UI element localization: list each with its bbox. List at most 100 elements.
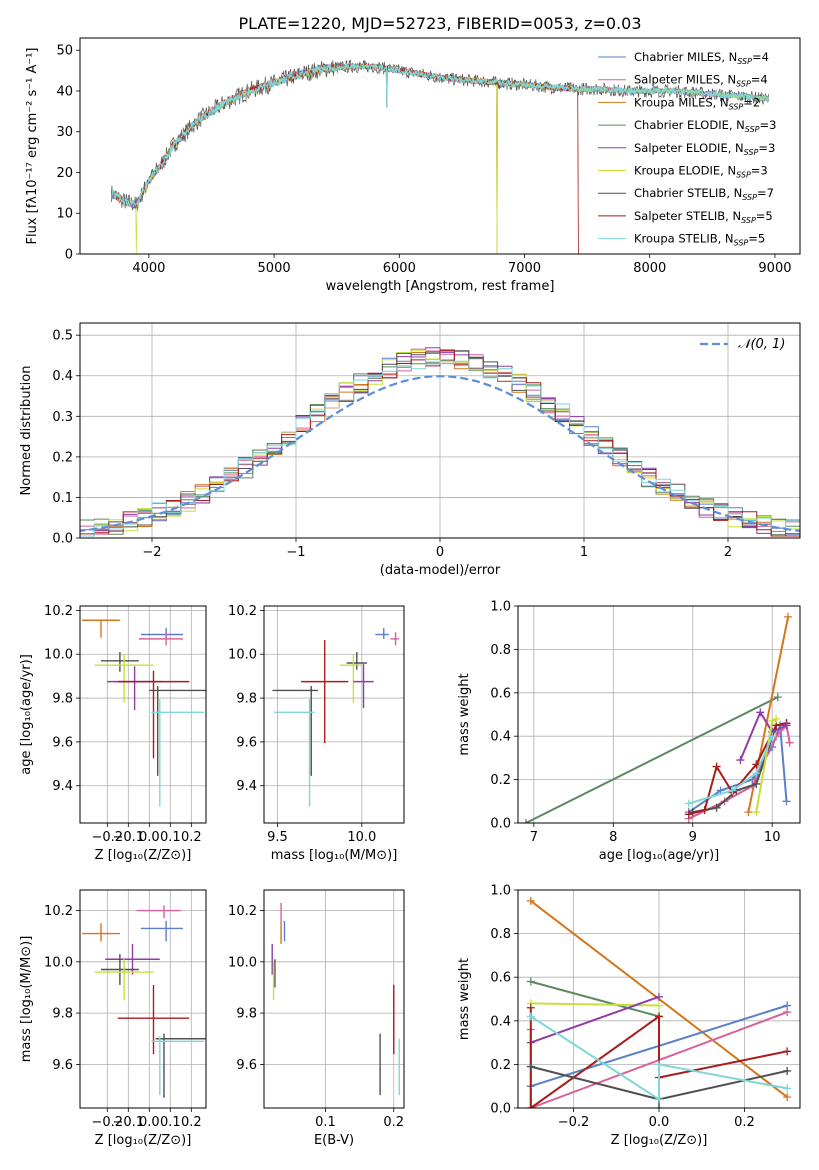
- mass-weight-vs-Z-series-marker: [783, 1066, 792, 1075]
- spectrum-ytick-label: 0: [65, 248, 73, 263]
- age-vs-mass-points-group: [272, 627, 399, 807]
- age-vs-Z-xlabel: Z [log₁₀(Z/Z⊙)]: [95, 848, 192, 863]
- mass-weight-vs-age-series-marker: [752, 779, 761, 788]
- spectrum-legend-label: Salpeter STELIB, NSSP=5: [634, 209, 773, 225]
- mass-vs-ebv-xtick-label: 0.2: [383, 1115, 404, 1130]
- mass-weight-vs-age-series-marker: [784, 612, 793, 621]
- spectrum-ylabel: Flux [fλ10⁻¹⁷ erg cm⁻² s⁻¹ A⁻¹]: [25, 48, 40, 245]
- mass-weight-vs-age-ytick-label: 0.6: [490, 686, 511, 701]
- mass-weight-vs-Z-xtick-label: 0.0: [649, 1115, 670, 1130]
- mass-vs-Z-xtick-label: −0.2: [92, 1115, 124, 1130]
- spectrum-legend-label: Kroupa ELODIE, NSSP=3: [634, 164, 768, 180]
- spectrum-xtick-label: 7000: [508, 261, 541, 276]
- mass-weight-vs-age-series-marker: [772, 714, 781, 723]
- age-vs-mass-xtick-label: 10.0: [347, 830, 376, 845]
- figure-title: PLATE=1220, MJD=52723, FIBERID=0053, z=0…: [238, 14, 641, 33]
- residuals-xtick-label: −1: [286, 545, 305, 560]
- residuals-ytick-label: 0.5: [52, 329, 73, 344]
- age-vs-mass-ytick-label: 9.4: [236, 779, 257, 794]
- spectrum-legend-label: Chabrier MILES, NSSP=4: [634, 50, 769, 66]
- age-vs-mass-ytick-label: 10.2: [228, 604, 257, 619]
- mass-weight-vs-Z-xlabel: Z [log₁₀(Z/Z⊙)]: [611, 1133, 708, 1148]
- mass-weight-vs-Z-series-marker: [526, 1104, 535, 1108]
- mass-weight-vs-age-series-marker: [773, 693, 782, 702]
- mass-weight-vs-Z-series-marker: [526, 896, 535, 905]
- age-vs-Z-frame: [79, 605, 207, 824]
- age-vs-Z-xtick-label: −0.2: [92, 830, 124, 845]
- spectrum-ytick-label: 40: [56, 84, 73, 99]
- spectrum-legend-label: Salpeter MILES, NSSP=4: [634, 73, 768, 89]
- age-vs-mass-frame: [263, 605, 405, 824]
- residuals-ytick-label: 0.4: [52, 369, 73, 384]
- mass-weight-vs-age-xlabel: age [log₁₀(age/yr)]: [599, 848, 720, 863]
- age-vs-Z-xtick-label: −0.1: [113, 830, 145, 845]
- mass-weight-vs-Z-series-marker: [783, 1084, 792, 1093]
- mass-weight-vs-age-series-marker: [782, 721, 791, 730]
- mass-weight-vs-age-series-marker: [756, 708, 765, 717]
- residuals-frame: [79, 322, 801, 539]
- residuals-histogram-step: [80, 350, 800, 537]
- spectrum-xtick-label: 6000: [383, 261, 416, 276]
- mass-weight-vs-Z-series-line: [530, 980, 660, 1108]
- residuals-legend-label: 𝒩(0, 1): [738, 337, 785, 352]
- mass-weight-vs-age-ytick-label: 0.2: [490, 773, 511, 788]
- mass-vs-Z-ytick-label: 10.2: [44, 904, 73, 919]
- mass-vs-Z-xtick-label: 0.1: [160, 1115, 181, 1130]
- residuals-xtick-label: 0: [436, 545, 444, 560]
- mass-weight-vs-age-series-marker: [744, 808, 753, 817]
- spectrum-series-group: [110, 59, 770, 254]
- mass-weight-vs-age-series-marker: [752, 769, 761, 778]
- mass-weight-vs-Z-xtick-label: −0.2: [558, 1115, 590, 1130]
- spectrum-ytick-label: 30: [56, 125, 73, 140]
- mass-vs-ebv-ytick-label: 10.0: [228, 955, 257, 970]
- residuals-xtick-label: 2: [724, 545, 732, 560]
- mass-vs-Z-ytick-label: 9.6: [52, 1058, 73, 1073]
- mass-weight-vs-Z-ytick-label: 1.0: [490, 884, 511, 899]
- spectrum-series-line: [110, 62, 579, 254]
- mass-weight-vs-Z-series-marker: [783, 1093, 792, 1102]
- mass-vs-ebv-ytick-label: 9.8: [236, 1007, 257, 1022]
- mass-weight-vs-Z-ylabel: mass weight: [457, 958, 472, 1040]
- mass-weight-vs-Z-ytick-label: 0.4: [490, 1014, 511, 1029]
- mass-weight-vs-age-series-marker: [785, 738, 794, 747]
- mass-weight-vs-age-ylabel: mass weight: [457, 673, 472, 755]
- mass-weight-vs-age-xtick-label: 9: [689, 830, 697, 845]
- age-vs-mass-xtick-label: 9.5: [267, 830, 288, 845]
- residuals-ytick-label: 0.3: [52, 410, 73, 425]
- mass-weight-vs-age-series-line: [525, 696, 779, 823]
- mass-weight-vs-age-ytick-label: 0.4: [490, 730, 511, 745]
- mass-weight-vs-Z-series-marker: [655, 1060, 663, 1069]
- mass-weight-vs-Z-series-marker: [526, 1062, 535, 1071]
- mass-vs-ebv-points-group: [271, 902, 400, 1096]
- mass-vs-Z-xtick-label: −0.1: [113, 1115, 145, 1130]
- age-vs-mass-xlabel: mass [log₁₀(M/M⊙)]: [271, 848, 398, 863]
- mass-weight-vs-age-series-marker: [768, 732, 777, 741]
- age-vs-Z-ytick-label: 9.4: [52, 779, 73, 794]
- spectrum-legend-label: Chabrier ELODIE, NSSP=3: [634, 118, 776, 134]
- age-vs-Z-points-group: [82, 619, 206, 807]
- residuals-histogram-step: [80, 350, 800, 536]
- mass-weight-vs-age-series-line: [688, 723, 791, 820]
- mass-weight-vs-Z-series-line: [530, 995, 660, 1044]
- residuals-ylabel: Normed distribution: [19, 366, 34, 496]
- residuals-ytick-label: 0.0: [52, 532, 73, 547]
- mass-weight-vs-age-series-marker: [700, 805, 709, 814]
- mass-vs-Z-xtick-label: 0.0: [139, 1115, 160, 1130]
- age-vs-Z-ytick-label: 9.8: [52, 692, 73, 707]
- mass-vs-Z-ytick-label: 10.0: [44, 955, 73, 970]
- spectrum-legend-label: Kroupa STELIB, NSSP=5: [634, 232, 765, 248]
- spectrum-xtick-label: 8000: [633, 261, 666, 276]
- mass-weight-vs-Z-series-marker: [526, 1003, 535, 1012]
- mass-weight-vs-Z-xtick-label: 0.2: [734, 1115, 755, 1130]
- mass-weight-vs-age-series-marker: [684, 810, 693, 819]
- mass-vs-Z-xlabel: Z [log₁₀(Z/Z⊙)]: [95, 1133, 192, 1148]
- age-vs-Z-xtick-label: 0.2: [181, 830, 202, 845]
- mass-weight-vs-Z-series-marker: [655, 1012, 663, 1021]
- mass-vs-Z-xtick-label: 0.2: [181, 1115, 202, 1130]
- mass-weight-vs-Z-ytick-label: 0.6: [490, 971, 511, 986]
- mass-vs-ebv-ytick-label: 10.2: [228, 904, 257, 919]
- residuals-xtick-label: −2: [142, 545, 161, 560]
- residuals-xtick-label: 1: [580, 545, 588, 560]
- spectrum-frame: [79, 37, 801, 255]
- age-vs-Z-ytick-label: 9.6: [52, 735, 73, 750]
